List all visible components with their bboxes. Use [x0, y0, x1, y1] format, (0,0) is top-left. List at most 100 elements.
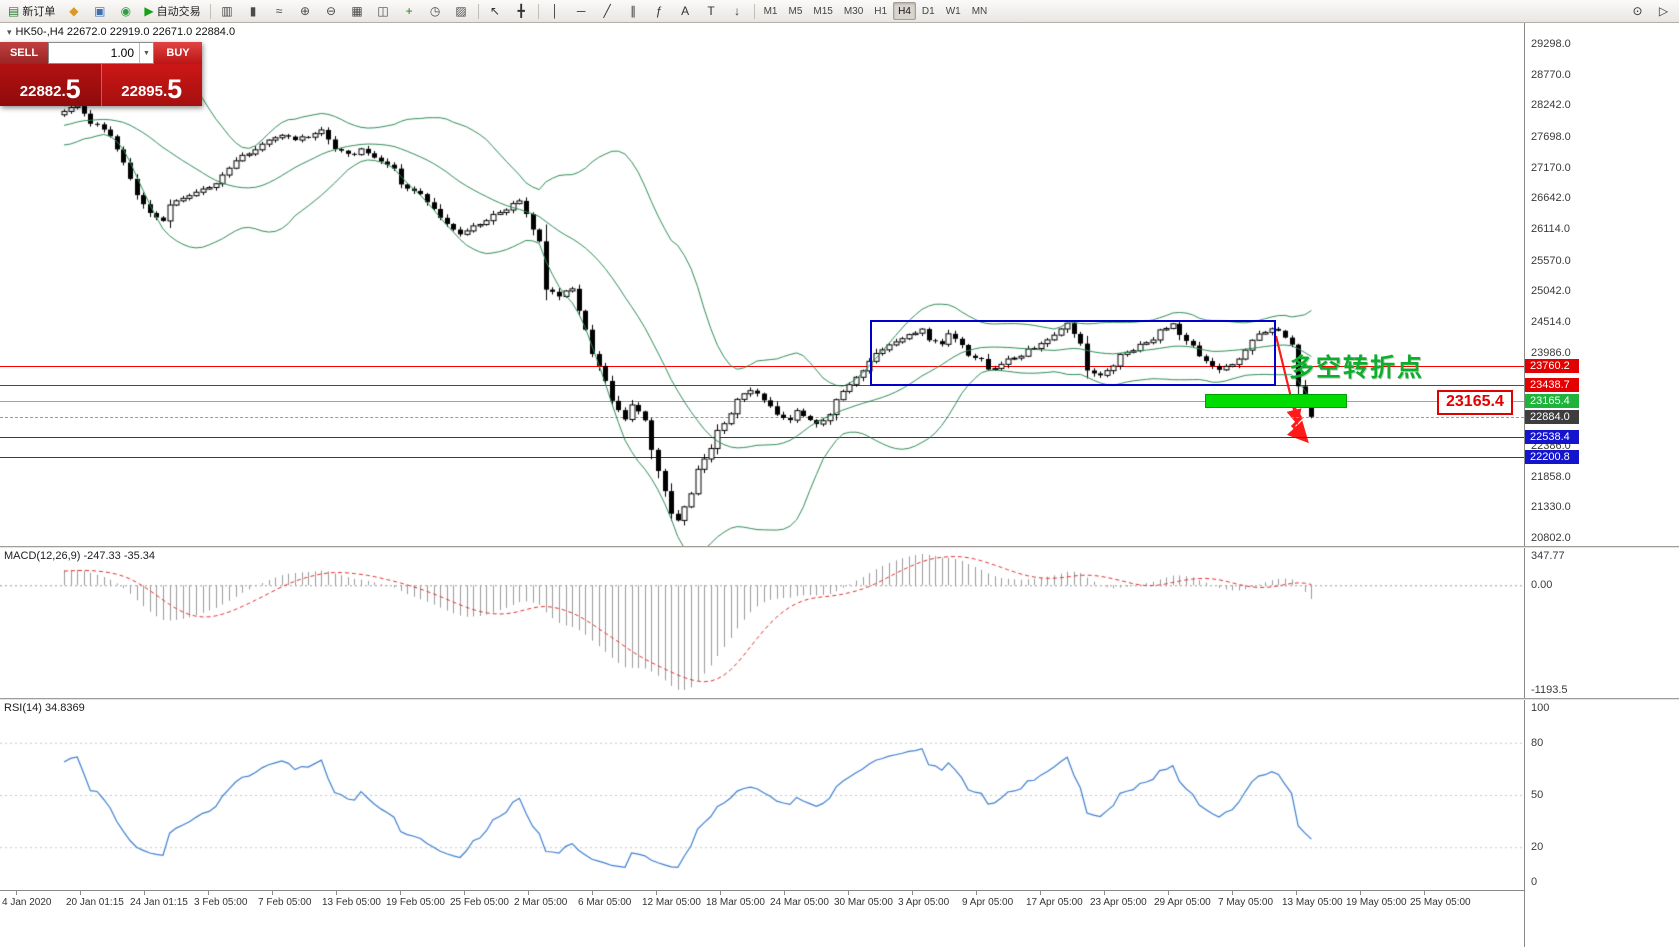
rsi-canvas[interactable]: [0, 700, 1524, 890]
time-label: 3 Apr 05:00: [898, 897, 950, 908]
timeframe-m5-button[interactable]: M5: [788, 5, 803, 17]
vertical-line-icon[interactable]: │: [543, 1, 568, 21]
sell-price-int: 22882.: [19, 83, 66, 100]
buy-price-panel[interactable]: 22895. 5: [101, 64, 202, 106]
equidistant-channel-icon[interactable]: ∥: [621, 1, 646, 21]
horizontal-line-icon[interactable]: ─: [569, 1, 594, 21]
price-callout[interactable]: 23165.4: [1437, 390, 1513, 415]
crosshair-icon[interactable]: ╋: [509, 1, 534, 21]
price-chart-canvas[interactable]: [0, 22, 1524, 546]
time-label: 13 May 05:00: [1282, 897, 1343, 908]
search-icon[interactable]: ⊙: [1625, 1, 1650, 21]
price-tick: 28770.0: [1531, 68, 1571, 81]
time-axis[interactable]: 4 Jan 2020 20 Jan 01:15 24 Jan 01:15 3 Feb …: [0, 890, 1679, 913]
new-chart-icon[interactable]: +: [397, 1, 422, 21]
terminal-icon: ◉: [120, 4, 132, 18]
turning-point-annotation[interactable]: 多空转折点: [1289, 354, 1425, 382]
new-chart-icon: +: [405, 4, 413, 18]
time-tick: [528, 891, 529, 895]
price-tick: 29298.0: [1531, 37, 1571, 50]
price-tick: 21330.0: [1531, 501, 1571, 514]
arrows-icon[interactable]: ↓: [725, 1, 750, 21]
timeframe-m15-button[interactable]: M15: [813, 5, 833, 17]
autotrading-play-icon: ▶: [144, 4, 154, 18]
text-label-icon[interactable]: T: [699, 1, 724, 21]
time-label: 3 Feb 05:00: [194, 897, 248, 908]
text-icon[interactable]: A: [673, 1, 698, 21]
price-axis[interactable]: 29298.0 28770.0 28242.0 27698.0 27170.0 26642…: [1524, 22, 1679, 947]
terminal-icon[interactable]: ◉: [113, 1, 138, 21]
price-tick: 24514.0: [1531, 316, 1571, 329]
timeframe-m30-button[interactable]: M30: [843, 5, 864, 17]
time-label: 9 Apr 05:00: [962, 897, 1014, 908]
new-order-icon: ▤: [8, 4, 20, 18]
timeframe-w1-button[interactable]: W1: [945, 5, 961, 17]
timeframe-h1-button[interactable]: H1: [874, 5, 888, 17]
zoom-out-icon: ⊖: [326, 4, 337, 18]
quick-nav-icon[interactable]: ▷: [1651, 1, 1676, 21]
tile-windows-icon[interactable]: ▦: [345, 1, 370, 21]
template-icon: ▨: [455, 4, 467, 18]
panel-separator[interactable]: [0, 698, 1679, 700]
time-tick: [272, 891, 273, 895]
support-band[interactable]: [1205, 394, 1347, 408]
sell-button[interactable]: SELL: [0, 42, 48, 64]
cascade-windows-icon[interactable]: ◫: [371, 1, 396, 21]
timeframe-d1-button[interactable]: D1: [921, 5, 935, 17]
zoom-out-icon[interactable]: ⊖: [319, 1, 344, 21]
autotrading-button[interactable]: ▶ 自动交易: [139, 1, 205, 21]
market-watch-icon: ◆: [69, 4, 79, 18]
volume-dropdown-icon[interactable]: ▼: [139, 43, 153, 63]
breakout-rectangle[interactable]: [870, 320, 1276, 386]
timeframe-m1-button[interactable]: M1: [763, 5, 778, 17]
new-order-button[interactable]: ▤ 新订单: [3, 1, 60, 21]
buy-price-frac: 5: [167, 74, 183, 105]
buy-price-int: 22895.: [121, 83, 168, 100]
time-label: 20 Jan 01:15: [66, 897, 124, 908]
time-label: 7 Feb 05:00: [258, 897, 312, 908]
macd-canvas[interactable]: [0, 548, 1524, 698]
new-order-label: 新订单: [22, 6, 56, 18]
volume-value[interactable]: 1.00: [110, 46, 134, 60]
toolbar-separator: [209, 3, 211, 19]
price-tick: 25042.0: [1531, 285, 1571, 298]
timeframe-mn-button[interactable]: MN: [971, 5, 988, 17]
time-label: 30 Mar 05:00: [834, 897, 893, 908]
candlestick-chart-icon[interactable]: ▮: [241, 1, 266, 21]
vertical-line-icon: │: [551, 4, 559, 18]
fibonacci-icon[interactable]: ƒ: [647, 1, 672, 21]
time-tick: [912, 891, 913, 895]
time-tick: [1104, 891, 1105, 895]
macd-panel[interactable]: [0, 548, 1524, 698]
rsi-panel[interactable]: [0, 700, 1524, 890]
timeframe-h4-button[interactable]: H4: [893, 2, 916, 20]
template-icon[interactable]: ▨: [449, 1, 474, 21]
cursor-icon[interactable]: ↖: [483, 1, 508, 21]
line-chart-icon[interactable]: ≈: [267, 1, 292, 21]
time-tick: [400, 891, 401, 895]
time-tick: [1168, 891, 1169, 895]
period-icon: ◷: [429, 4, 441, 18]
horizontal-line-icon: ─: [576, 4, 586, 18]
market-watch-icon[interactable]: ◆: [61, 1, 86, 21]
buy-button[interactable]: BUY: [154, 42, 202, 64]
data-window-icon[interactable]: ▣: [87, 1, 112, 21]
cursor-icon: ↖: [490, 4, 501, 18]
volume-field[interactable]: 1.00 ▼: [48, 42, 154, 64]
main-plot[interactable]: 多空转折点 23165.4 ▾ HK50-,H4 22672.0 22919.0…: [0, 22, 1524, 546]
time-tick: [1360, 891, 1361, 895]
time-label: 6 Mar 05:00: [578, 897, 632, 908]
bar-chart-icon[interactable]: ▥: [215, 1, 240, 21]
time-label: 7 May 05:00: [1218, 897, 1274, 908]
price-tick: 21858.0: [1531, 470, 1571, 483]
zoom-in-icon[interactable]: ⊕: [293, 1, 318, 21]
time-label: 23 Apr 05:00: [1090, 897, 1147, 908]
sell-price-panel[interactable]: 22882. 5: [0, 64, 102, 106]
time-label: 12 Mar 05:00: [642, 897, 701, 908]
one-click-toggle-icon[interactable]: ▾: [7, 26, 12, 37]
panel-separator[interactable]: [0, 546, 1679, 548]
timeframe-group: M1 M5 M15 M30 H1 H4 D1 W1 MN: [759, 2, 993, 20]
time-label: 24 Mar 05:00: [770, 897, 829, 908]
trendline-icon[interactable]: ╱: [595, 1, 620, 21]
period-icon[interactable]: ◷: [423, 1, 448, 21]
